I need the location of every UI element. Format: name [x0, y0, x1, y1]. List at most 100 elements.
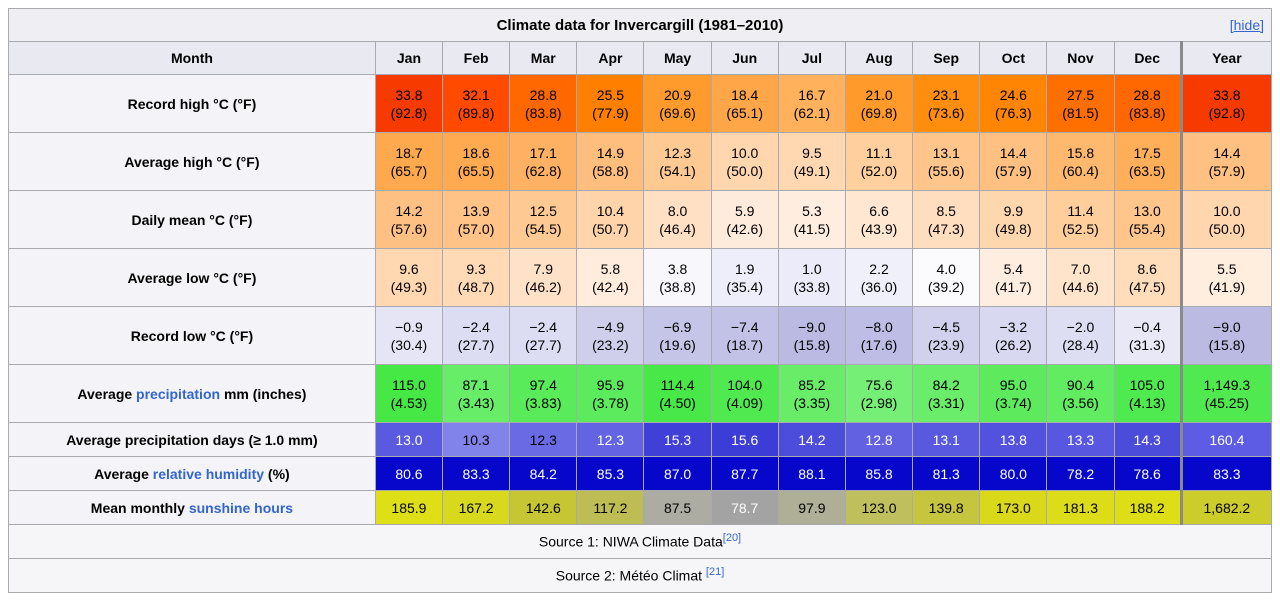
- cell-sunshine-hours-apr: 117.2: [576, 490, 645, 525]
- cell-record-low-aug: −8.0 (17.6): [844, 306, 914, 365]
- cell-relative-humidity-jun: 87.7: [710, 456, 779, 491]
- cell-record-low-may: −6.9 (19.6): [643, 306, 712, 365]
- cell-precipitation-jul: 85.2 (3.35): [777, 364, 846, 423]
- cell-record-high-apr: 25.5 (77.9): [576, 74, 645, 133]
- label-text: Average: [94, 465, 153, 482]
- row-sunshine-hours: Mean monthly sunshine hours 185.9 167.2 142…: [8, 490, 1273, 525]
- label-text: Average precipitation days (≥ 1.0 mm): [66, 431, 318, 448]
- title-row: Climate data for Invercargill (1981–2010…: [8, 8, 1272, 42]
- cell-sunshine-hours-jun: 78.7: [710, 490, 779, 525]
- row-label-daily-mean: Daily mean °C (°F): [8, 190, 376, 249]
- cell-relative-humidity-sep: 81.3: [912, 456, 981, 491]
- cell-sunshine-hours-dec: 188.2: [1113, 490, 1182, 525]
- label-text: Average: [77, 385, 137, 402]
- label-text: Record low °C (°F): [130, 327, 254, 344]
- cell-average-low-feb: 9.3 (48.7): [442, 248, 511, 307]
- source-cell-1: Source 1: NIWA Climate Data[20]: [8, 524, 1272, 559]
- cell-average-high-jan: 18.7 (65.7): [374, 132, 444, 191]
- cell-average-high-mar: 17.1 (62.8): [509, 132, 578, 191]
- row-relative-humidity: Average relative humidity (%) 80.6 83.3 84.…: [8, 456, 1273, 491]
- cell-average-high-jul: 9.5 (49.1): [777, 132, 846, 191]
- cell-sunshine-hours-mar: 142.6: [509, 490, 578, 525]
- cell-record-high-nov: 27.5 (81.5): [1046, 74, 1115, 133]
- cell-record-high-jan: 33.8 (92.8): [374, 74, 444, 133]
- cell-daily-mean-jun: 5.9 (42.6): [710, 190, 779, 249]
- cell-precipitation-sep: 84.2 (3.31): [912, 364, 981, 423]
- cell-average-low-oct: 5.4 (41.7): [979, 248, 1048, 307]
- relative-humidity-link[interactable]: relative humidity: [152, 465, 265, 482]
- hide-link[interactable]: [hide]: [1229, 17, 1264, 33]
- cell-relative-humidity-jul: 88.1: [777, 456, 846, 491]
- cell-precipitation-days-jul: 14.2: [777, 422, 846, 457]
- cell-precipitation-days-year: 160.4: [1179, 422, 1273, 457]
- label-text: Record high °C (°F): [127, 95, 257, 112]
- cell-precipitation-days-nov: 13.3: [1046, 422, 1115, 457]
- cell-relative-humidity-nov: 78.2: [1046, 456, 1115, 491]
- precipitation-link[interactable]: precipitation: [136, 385, 221, 402]
- label-text: Average low °C (°F): [127, 269, 257, 286]
- cell-average-low-jan: 9.6 (49.3): [374, 248, 444, 307]
- col-header-feb: Feb: [442, 41, 511, 75]
- cell-relative-humidity-mar: 84.2: [509, 456, 578, 491]
- source-text: Source 1: NIWA Climate Data: [538, 533, 723, 550]
- cell-record-low-jun: −7.4 (18.7): [710, 306, 779, 365]
- cell-precipitation-days-sep: 13.1: [912, 422, 981, 457]
- cell-average-low-may: 3.8 (38.8): [643, 248, 712, 307]
- cell-average-low-sep: 4.0 (39.2): [912, 248, 981, 307]
- cell-average-low-dec: 8.6 (47.5): [1113, 248, 1182, 307]
- cell-record-low-feb: −2.4 (27.7): [442, 306, 511, 365]
- cell-daily-mean-jul: 5.3 (41.5): [777, 190, 846, 249]
- climate-table: Climate data for Invercargill (1981–2010…: [8, 8, 1273, 593]
- cell-average-low-apr: 5.8 (42.4): [576, 248, 645, 307]
- source-cell-2: Source 2: Météo Climat [21]: [8, 558, 1272, 593]
- cell-precipitation-days-aug: 12.8: [844, 422, 914, 457]
- cell-average-low-year: 5.5 (41.9): [1179, 248, 1273, 307]
- cell-precipitation-oct: 95.0 (3.74): [979, 364, 1048, 423]
- row-record-high: Record high °C (°F) 33.8 (92.8) 32.1 (89.8) 2…: [8, 74, 1273, 133]
- cell-relative-humidity-feb: 83.3: [442, 456, 511, 491]
- table-title-cell: Climate data for Invercargill (1981–2010…: [8, 8, 1272, 42]
- cell-record-low-sep: −4.5 (23.9): [912, 306, 981, 365]
- cell-daily-mean-mar: 12.5 (54.5): [509, 190, 578, 249]
- col-header-jul: Jul: [777, 41, 846, 75]
- cell-daily-mean-sep: 8.5 (47.3): [912, 190, 981, 249]
- cell-sunshine-hours-sep: 139.8: [912, 490, 981, 525]
- cell-sunshine-hours-jan: 185.9: [374, 490, 444, 525]
- cell-precipitation-days-jun: 15.6: [710, 422, 779, 457]
- cell-daily-mean-oct: 9.9 (49.8): [979, 190, 1048, 249]
- cell-precipitation-days-dec: 14.3: [1113, 422, 1182, 457]
- table-title: Climate data for Invercargill (1981–2010…: [496, 16, 784, 34]
- ref-link-1[interactable]: [20]: [722, 532, 742, 545]
- cell-record-high-jun: 18.4 (65.1): [710, 74, 779, 133]
- cell-precipitation-may: 114.4 (4.50): [643, 364, 712, 423]
- cell-average-high-feb: 18.6 (65.5): [442, 132, 511, 191]
- cell-daily-mean-aug: 6.6 (43.9): [844, 190, 914, 249]
- ref-link-2[interactable]: [21]: [705, 566, 725, 579]
- cell-record-high-aug: 21.0 (69.8): [844, 74, 914, 133]
- row-label-precipitation-days: Average precipitation days (≥ 1.0 mm): [8, 422, 376, 457]
- cell-record-low-apr: −4.9 (23.2): [576, 306, 645, 365]
- cell-precipitation-year: 1,149.3 (45.25): [1179, 364, 1273, 423]
- cell-average-high-aug: 11.1 (52.0): [844, 132, 914, 191]
- month-header-row: Month Jan Feb Mar Apr May Jun Jul Aug Sep Oct Nov De…: [8, 41, 1273, 75]
- label-text: Daily mean °C (°F): [131, 211, 253, 228]
- cell-daily-mean-feb: 13.9 (57.0): [442, 190, 511, 249]
- cell-record-low-year: −9.0 (15.8): [1179, 306, 1273, 365]
- col-header-year: Year: [1179, 41, 1273, 75]
- col-header-jun: Jun: [710, 41, 779, 75]
- sunshine-hours-link[interactable]: sunshine hours: [188, 499, 294, 516]
- row-precipitation: Average precipitation mm (inches) 115.0 (4…: [8, 364, 1273, 423]
- cell-precipitation-feb: 87.1 (3.43): [442, 364, 511, 423]
- cell-record-low-jul: −9.0 (15.8): [777, 306, 846, 365]
- cell-precipitation-days-oct: 13.8: [979, 422, 1048, 457]
- row-daily-mean: Daily mean °C (°F) 14.2 (57.6) 13.9 (57.0) 12…: [8, 190, 1273, 249]
- cell-sunshine-hours-nov: 181.3: [1046, 490, 1115, 525]
- cell-relative-humidity-dec: 78.6: [1113, 456, 1182, 491]
- row-label-relative-humidity: Average relative humidity (%): [8, 456, 376, 491]
- cell-average-low-mar: 7.9 (46.2): [509, 248, 578, 307]
- col-header-jan: Jan: [374, 41, 444, 75]
- cell-record-high-feb: 32.1 (89.8): [442, 74, 511, 133]
- month-column-header: Month: [8, 41, 376, 75]
- cell-record-high-sep: 23.1 (73.6): [912, 74, 981, 133]
- cell-sunshine-hours-may: 87.5: [643, 490, 712, 525]
